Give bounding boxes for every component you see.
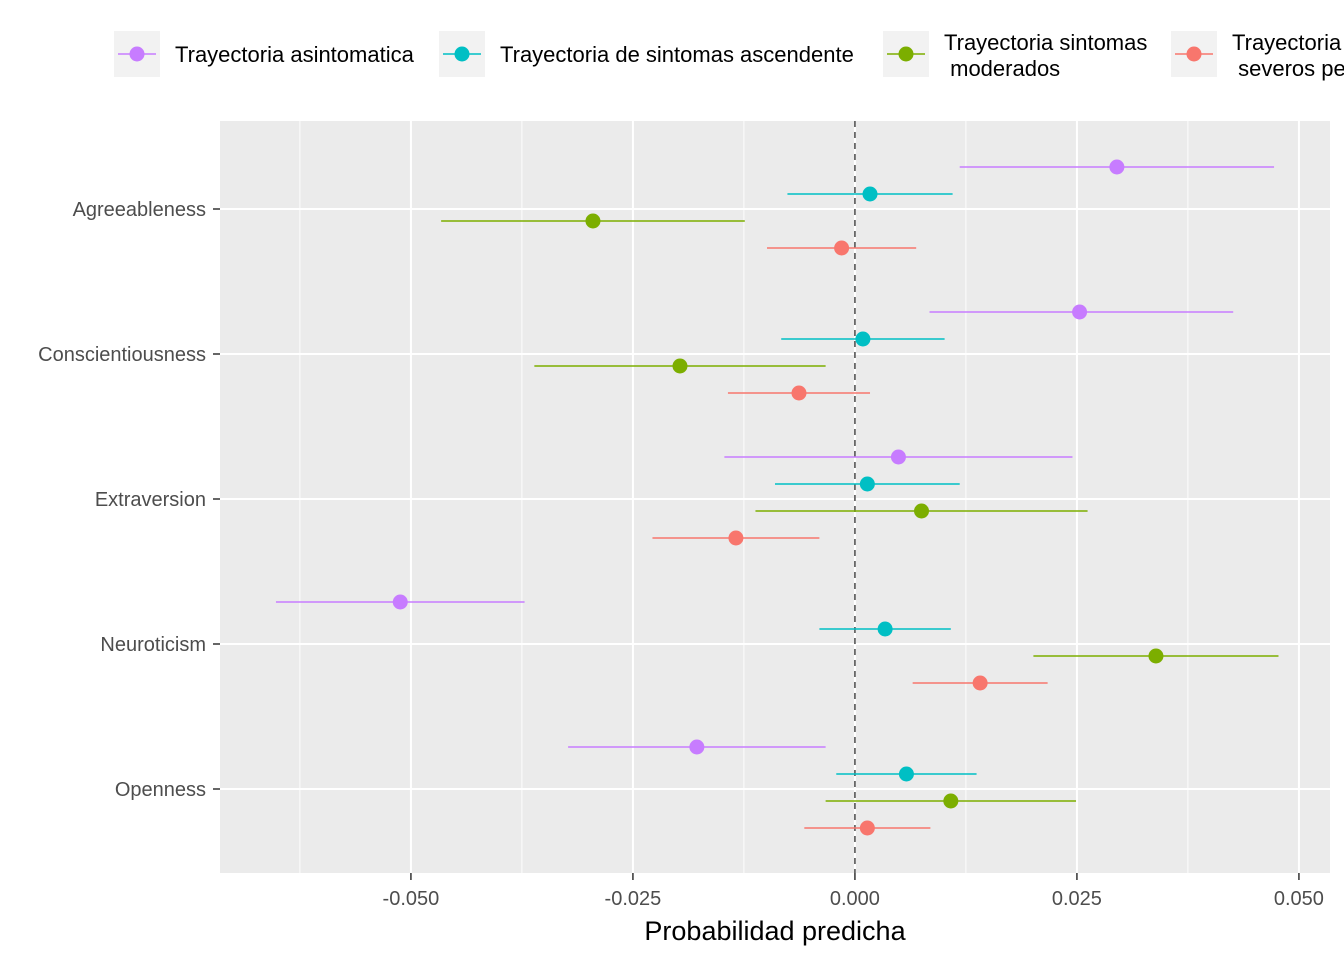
legend-item: Trayectoria de sintomas ascendente xyxy=(439,31,854,77)
data-point xyxy=(728,530,744,546)
data-point xyxy=(862,186,878,202)
legend-key-point xyxy=(898,46,914,62)
x-axis: -0.050 -0.025 0.000 0.025 0.050 xyxy=(383,873,1324,910)
data-point xyxy=(943,793,959,809)
data-point xyxy=(859,476,875,492)
data-point xyxy=(855,331,871,347)
data-point xyxy=(1072,304,1088,320)
series-group xyxy=(775,186,977,782)
series-group xyxy=(652,240,1048,836)
y-axis: Agreeableness Conscientiousness Extraversi… xyxy=(38,199,220,801)
y-tick-label: Agreeableness xyxy=(73,199,206,221)
y-tick-label: Conscientiousness xyxy=(38,344,206,366)
data-point xyxy=(1148,648,1164,664)
legend-label: Trayectoria asintomatica xyxy=(175,42,415,67)
x-axis-title: Probabilidad predicha xyxy=(644,916,906,946)
legend-label: Trayectoria de sintomas ascendente xyxy=(500,42,854,67)
data-point xyxy=(890,449,906,465)
legend-key-point xyxy=(129,46,145,62)
legend: Trayectoria asintomatica Trayectoria de s… xyxy=(114,30,1344,81)
data-point xyxy=(834,240,850,256)
data-point xyxy=(914,503,930,519)
series-group xyxy=(275,159,1275,755)
legend-item: Trayectoria asintomatica xyxy=(114,31,415,77)
legend-key-point xyxy=(454,46,470,62)
legend-label: Trayectoria sintomas severos persistente… xyxy=(1232,30,1344,81)
data-point xyxy=(972,675,988,691)
legend-item: Trayectoria sintomas moderados xyxy=(883,30,1147,81)
x-tick-label: 0.050 xyxy=(1274,888,1324,910)
legend-label: Trayectoria sintomas moderados xyxy=(944,30,1147,81)
data-point xyxy=(585,213,601,229)
data-point xyxy=(392,594,408,610)
legend-item: Trayectoria sintomas severos persistente… xyxy=(1171,30,1344,81)
y-tick-label: Neuroticism xyxy=(100,634,206,656)
data-point xyxy=(672,358,688,374)
x-tick-label: -0.025 xyxy=(605,888,662,910)
data-point xyxy=(791,385,807,401)
x-tick-label: -0.050 xyxy=(383,888,440,910)
x-tick-label: 0.025 xyxy=(1052,888,1102,910)
data-point xyxy=(898,766,914,782)
series-group xyxy=(441,213,1279,809)
data-point xyxy=(877,621,893,637)
y-tick-label: Openness xyxy=(115,779,206,801)
x-tick-label: 0.000 xyxy=(830,888,880,910)
data-point xyxy=(689,739,705,755)
legend-key-point xyxy=(1186,46,1202,62)
data-marks xyxy=(275,159,1279,836)
data-point xyxy=(1109,159,1125,175)
y-tick-label: Extraversion xyxy=(95,489,206,511)
plot-panel xyxy=(220,121,1330,873)
data-point xyxy=(859,820,875,836)
